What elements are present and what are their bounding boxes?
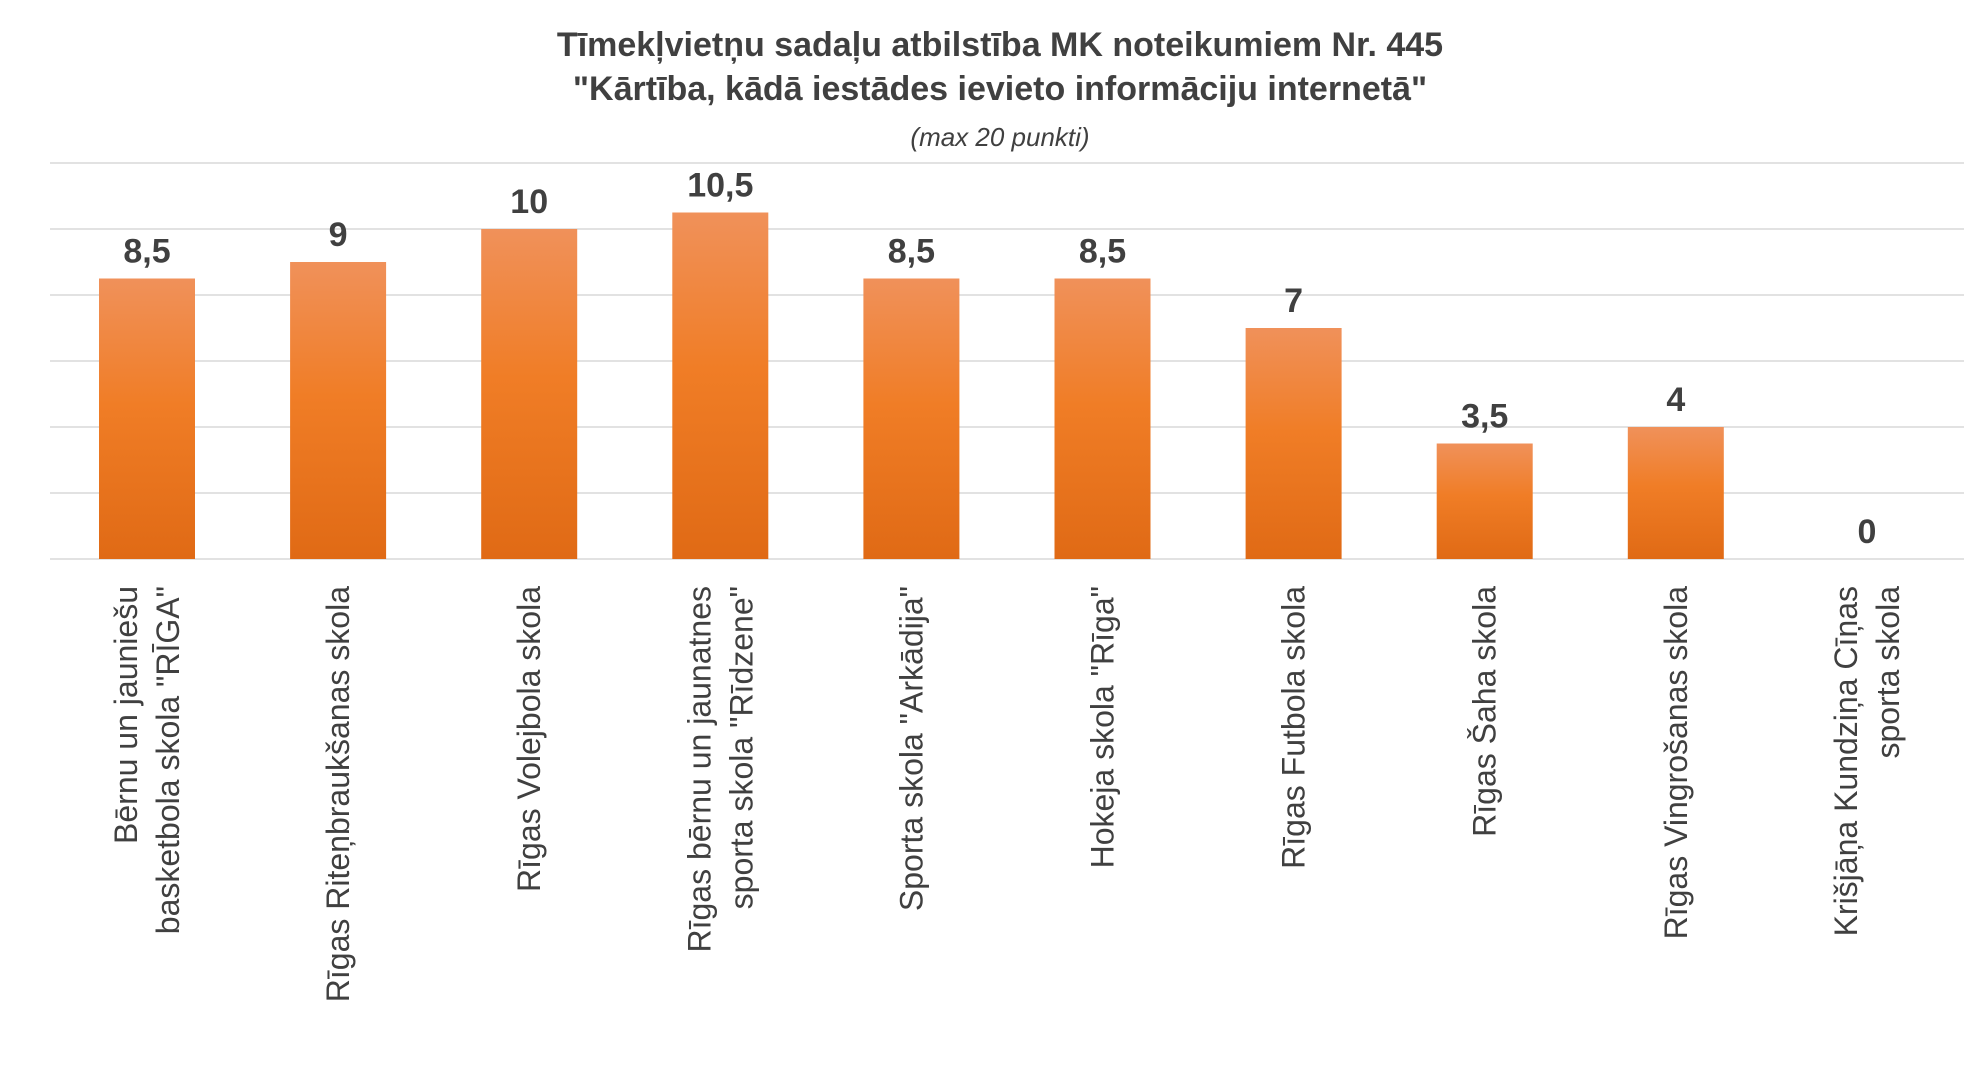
category-label: Rīgas Šaha skola (1467, 586, 1503, 837)
category-label-line: Rīgas Futbola skola (1276, 586, 1312, 869)
data-label: 10 (510, 183, 548, 221)
category-label: Rīgas Volejbola skola (511, 586, 547, 892)
category-label: Rīgas Futbola skola (1276, 586, 1312, 869)
category-label-line: Sporta skola "Arkādija" (893, 586, 929, 911)
category-label-line: Rīgas Volejbola skola (511, 586, 547, 892)
data-label: 10,5 (687, 167, 753, 205)
category-label: Bērnu un jauniešu basketbola skola "RĪGA" (108, 586, 186, 934)
bar (1245, 328, 1342, 559)
data-label: 8,5 (1079, 233, 1126, 271)
category-label-line: Rīgas Riteņbraukšanas skola (320, 586, 356, 1002)
category-label-line: Rīgas Vingrošanas skola (1658, 586, 1694, 940)
chart-title-line: Tīmekļvietņu sadaļu atbilstība MK noteik… (557, 26, 1443, 64)
category-label: Rīgas Vingrošanas skola (1658, 586, 1694, 940)
category-label-line: sporta skola (1870, 586, 1906, 759)
chart-title: Tīmekļvietņu sadaļu atbilstība MK noteik… (557, 26, 1443, 108)
chart-title-line: "Kārtība, kādā iestādes ievieto informāc… (573, 70, 1427, 108)
category-label: Krišjāņa Kundziņa Cīņas sporta skola (1828, 586, 1906, 937)
category-label-line: sporta skola "Rīdzene" (723, 586, 759, 909)
data-label: 8,5 (123, 233, 170, 271)
category-label-line: Bērnu un jauniešu (108, 586, 144, 844)
data-label: 9 (329, 216, 348, 254)
category-label-line: Rīgas bērnu un jaunatnes (681, 586, 717, 952)
data-label: 8,5 (888, 233, 935, 271)
bar (863, 278, 960, 559)
bar (1054, 278, 1151, 559)
category-label: Rīgas Riteņbraukšanas skola (320, 586, 356, 1002)
category-label: Sporta skola "Arkādija" (893, 586, 929, 911)
category-label: Rīgas bērnu un jaunatnes sporta skola "Rī… (681, 586, 759, 952)
category-label: Hokeja skola "Rīga" (1085, 586, 1121, 868)
bar (99, 278, 195, 559)
bar (1436, 443, 1533, 559)
data-labels: 8,5 9 10 10,5 8,5 8,5 7 3,5 4 0 (123, 167, 1876, 552)
data-label: 7 (1284, 282, 1303, 320)
data-label: 0 (1857, 513, 1876, 551)
category-labels: Bērnu un jauniešu basketbola skola "RĪGA"… (108, 586, 1906, 1002)
category-label-line: Rīgas Šaha skola (1467, 586, 1503, 837)
category-label-line: Krišjāņa Kundziņa Cīņas (1828, 586, 1864, 936)
category-label-line: Hokeja skola "Rīga" (1085, 586, 1121, 868)
bars (99, 212, 1724, 559)
data-label: 3,5 (1461, 398, 1508, 436)
bar (481, 229, 578, 559)
bar (290, 262, 387, 559)
bar (672, 212, 769, 559)
bar (1627, 427, 1724, 559)
chart-subtitle: (max 20 punkti) (910, 122, 1089, 152)
data-label: 4 (1666, 381, 1685, 419)
category-label-line: basketbola skola "RĪGA" (150, 586, 186, 934)
